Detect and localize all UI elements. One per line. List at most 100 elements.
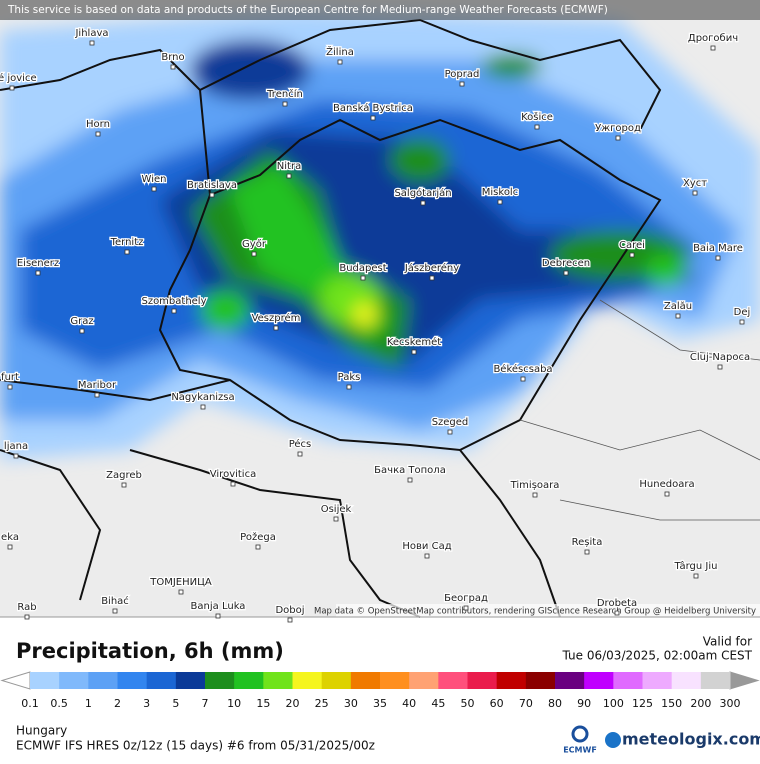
legend-label: 25 — [315, 697, 329, 710]
city-dot — [337, 59, 343, 65]
city-label: Banská Bystrica — [333, 102, 413, 114]
city-dot — [370, 115, 376, 121]
city-dot — [532, 492, 538, 498]
legend-title: Precipitation, 6h (mm) — [16, 639, 284, 663]
color-swatch — [88, 672, 118, 689]
city-label: Bratislava — [187, 180, 237, 191]
city-dot — [35, 270, 41, 276]
city-dot — [715, 255, 721, 261]
city-label: Salgótarján — [394, 187, 451, 199]
color-swatch — [263, 672, 293, 689]
city-dot — [273, 325, 279, 331]
city-label: ТОМЈЕНИЦА — [149, 577, 212, 588]
city-dot — [9, 85, 15, 91]
color-swatch — [380, 672, 410, 689]
city-dot — [360, 275, 366, 281]
city-dot — [95, 131, 101, 137]
city-dot — [692, 190, 698, 196]
color-swatch — [496, 672, 527, 689]
city-label: Paks — [338, 372, 361, 383]
city-label: Virovitica — [210, 469, 256, 480]
site-icon — [605, 732, 621, 748]
legend-label: 30 — [344, 697, 358, 710]
city-label: Baia Mare — [693, 243, 743, 254]
city-label: Reșita — [572, 537, 603, 548]
city-dot — [89, 40, 95, 46]
city-label: Jihlava — [74, 28, 108, 39]
model-info: ECMWF IFS HRES 0z/12z (15 days) #6 from … — [16, 739, 375, 753]
legend-label: 80 — [548, 697, 562, 710]
city-label: furt — [1, 372, 19, 383]
city-label: Wien — [142, 174, 167, 185]
city-label: eka — [1, 532, 19, 543]
city-label: Zalău — [664, 301, 692, 312]
city-dot — [693, 573, 699, 579]
attribution: Map data © OpenStreetMap contributors, r… — [314, 607, 756, 617]
precip-field — [0, 10, 760, 460]
city-label: ské jovice — [0, 72, 37, 84]
valid-time: Tue 06/03/2025, 02:00am CEST — [562, 649, 753, 663]
city-dot — [614, 610, 620, 616]
city-label: Drobeta — [597, 598, 637, 609]
city-dot — [112, 608, 118, 614]
city-label: Carei — [619, 240, 645, 251]
city-dot — [407, 477, 413, 483]
city-dot — [151, 186, 157, 192]
legend-label: 35 — [373, 697, 387, 710]
city-label: Ужгород — [595, 123, 641, 134]
city-dot — [13, 453, 19, 459]
city-dot — [24, 614, 30, 620]
color-swatch — [584, 672, 614, 689]
city-dot — [7, 384, 13, 390]
city-label: Jászberény — [404, 262, 459, 274]
arrow-right — [729, 671, 760, 690]
city-label: Poprad — [445, 69, 480, 80]
legend-label: 200 — [690, 697, 711, 710]
color-swatch — [30, 672, 60, 689]
site-logo: meteologix.com — [622, 730, 760, 749]
legend-label: 20 — [286, 697, 300, 710]
city-label: Nitra — [277, 161, 301, 172]
color-swatch — [146, 672, 177, 689]
color-swatch — [205, 672, 235, 689]
ecmwf-icon — [571, 725, 589, 743]
city-dot — [447, 429, 453, 435]
legend-label: 2 — [114, 697, 121, 710]
color-swatch — [555, 672, 585, 689]
legend-label: 7 — [202, 697, 209, 710]
city-label: Нови Сад — [402, 541, 451, 552]
city-label: Maribor — [78, 380, 117, 391]
city-label: Pécs — [289, 438, 312, 450]
city-dot — [497, 199, 503, 205]
city-dot — [282, 101, 288, 107]
city-label: Dej — [734, 307, 751, 318]
legend-label: 10 — [227, 697, 241, 710]
city-label: Graz — [70, 316, 93, 327]
city-label: Nagykanizsa — [171, 392, 234, 403]
color-swatch — [292, 672, 323, 689]
city-dot — [287, 617, 293, 623]
city-dot — [664, 491, 670, 497]
legend-label: 15 — [256, 697, 270, 710]
legend-label: 100 — [603, 697, 624, 710]
city-dot — [230, 481, 236, 487]
legend-label: 50 — [461, 697, 475, 710]
city-dot — [534, 124, 540, 130]
city-label: Békéscsaba — [493, 363, 552, 375]
city-label: Београд — [444, 593, 488, 604]
legend-label: 125 — [632, 697, 653, 710]
city-dot — [94, 392, 100, 398]
notice: This service is based on data and produc… — [7, 4, 608, 16]
city-dot — [615, 135, 621, 141]
city-label: Târgu Jiu — [674, 560, 718, 572]
legend-label: 5 — [172, 697, 179, 710]
city-label: Timișoara — [510, 480, 560, 491]
valid-label: Valid for — [703, 635, 752, 649]
color-swatch — [117, 672, 148, 689]
city-dot — [121, 482, 127, 488]
city-dot — [710, 45, 716, 51]
city-label: Дрогобич — [688, 33, 738, 44]
city-label: Kecskemét — [387, 336, 441, 348]
city-dot — [209, 192, 215, 198]
